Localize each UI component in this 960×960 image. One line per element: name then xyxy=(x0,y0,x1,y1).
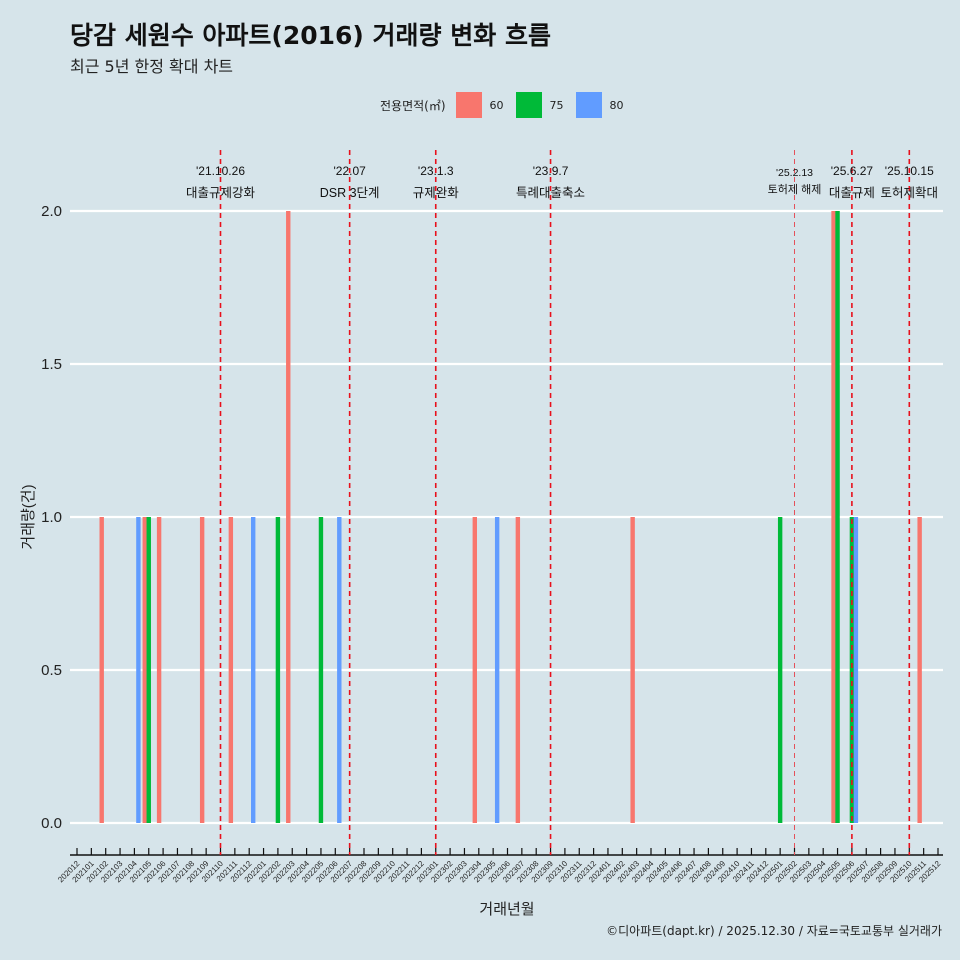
bar-75-202505 xyxy=(835,211,840,823)
bar-60-202403 xyxy=(630,517,635,823)
event-date: '21.10.26 xyxy=(196,164,245,178)
legend-label-75: 75 xyxy=(549,98,564,112)
y-tick-label: 1.0 xyxy=(41,509,62,526)
legend: 전용면적(㎡) 60 75 80 xyxy=(380,92,626,118)
bar-60-202106 xyxy=(156,517,162,823)
bar-75-202205 xyxy=(318,517,324,823)
event-label: 특례대출축소 xyxy=(516,186,585,200)
bar-60-202105 xyxy=(142,517,147,823)
bar-60-202307 xyxy=(515,517,521,823)
bar-80-202506 xyxy=(853,517,859,823)
legend-key-75 xyxy=(515,92,542,118)
bar-75-202105 xyxy=(146,517,151,823)
bar-75-202501 xyxy=(777,517,783,823)
event-date: '25.6.27 xyxy=(831,164,874,178)
legend-label-80: 80 xyxy=(609,98,624,112)
bar-80-202104 xyxy=(136,517,141,823)
y-tick-label: 0.5 xyxy=(41,662,62,679)
event-date: '25.10.15 xyxy=(885,164,934,178)
event-date: '23.9.7 xyxy=(533,164,569,178)
bar-75-202202 xyxy=(275,517,281,823)
event-date: '25.2.13 xyxy=(776,167,813,179)
x-axis-title: 거래년월 xyxy=(479,901,534,918)
event-label: 토허제확대 xyxy=(881,186,939,200)
legend-title: 전용면적(㎡) xyxy=(380,98,446,113)
bar-60-202111 xyxy=(228,517,234,823)
legend-key-80 xyxy=(575,92,602,118)
bar-60-202511 xyxy=(917,517,922,823)
bar-75-202506 xyxy=(849,517,855,823)
chart-title: 당감 세원수 아파트(2016) 거래량 변화 흐름 xyxy=(70,21,551,50)
y-axis-title: 거래량(건) xyxy=(20,484,37,549)
event-date: '23.1.3 xyxy=(418,164,454,178)
bar-60-202505 xyxy=(831,211,836,823)
event-label: 토허제 해제 xyxy=(768,182,822,196)
bar-80-202305 xyxy=(494,517,500,823)
bar-80-202206 xyxy=(337,517,342,823)
caption: ©디아파트(dapt.kr) / 2025.12.30 / 자료=국토교통부 실… xyxy=(606,924,942,938)
bar-60-202304 xyxy=(472,517,477,823)
bar-60-202102 xyxy=(99,517,104,823)
legend-key-60 xyxy=(455,92,482,118)
bar-60-202109 xyxy=(199,517,205,823)
legend-label-60: 60 xyxy=(489,98,504,112)
event-date: '22.07 xyxy=(333,164,366,178)
event-label: 대출규제 xyxy=(829,186,875,200)
bar-80-202112 xyxy=(251,517,256,823)
y-tick-label: 0.0 xyxy=(41,815,62,832)
y-tick-label: 1.5 xyxy=(41,356,62,373)
event-label: DSR 3단계 xyxy=(320,186,380,200)
bar-60-202203 xyxy=(286,211,291,823)
y-tick-label: 2.0 xyxy=(41,203,62,220)
event-label: 대출규제강화 xyxy=(186,186,256,200)
event-label: 규제완화 xyxy=(413,186,460,200)
chart-subtitle: 최근 5년 한정 확대 차트 xyxy=(70,57,234,76)
